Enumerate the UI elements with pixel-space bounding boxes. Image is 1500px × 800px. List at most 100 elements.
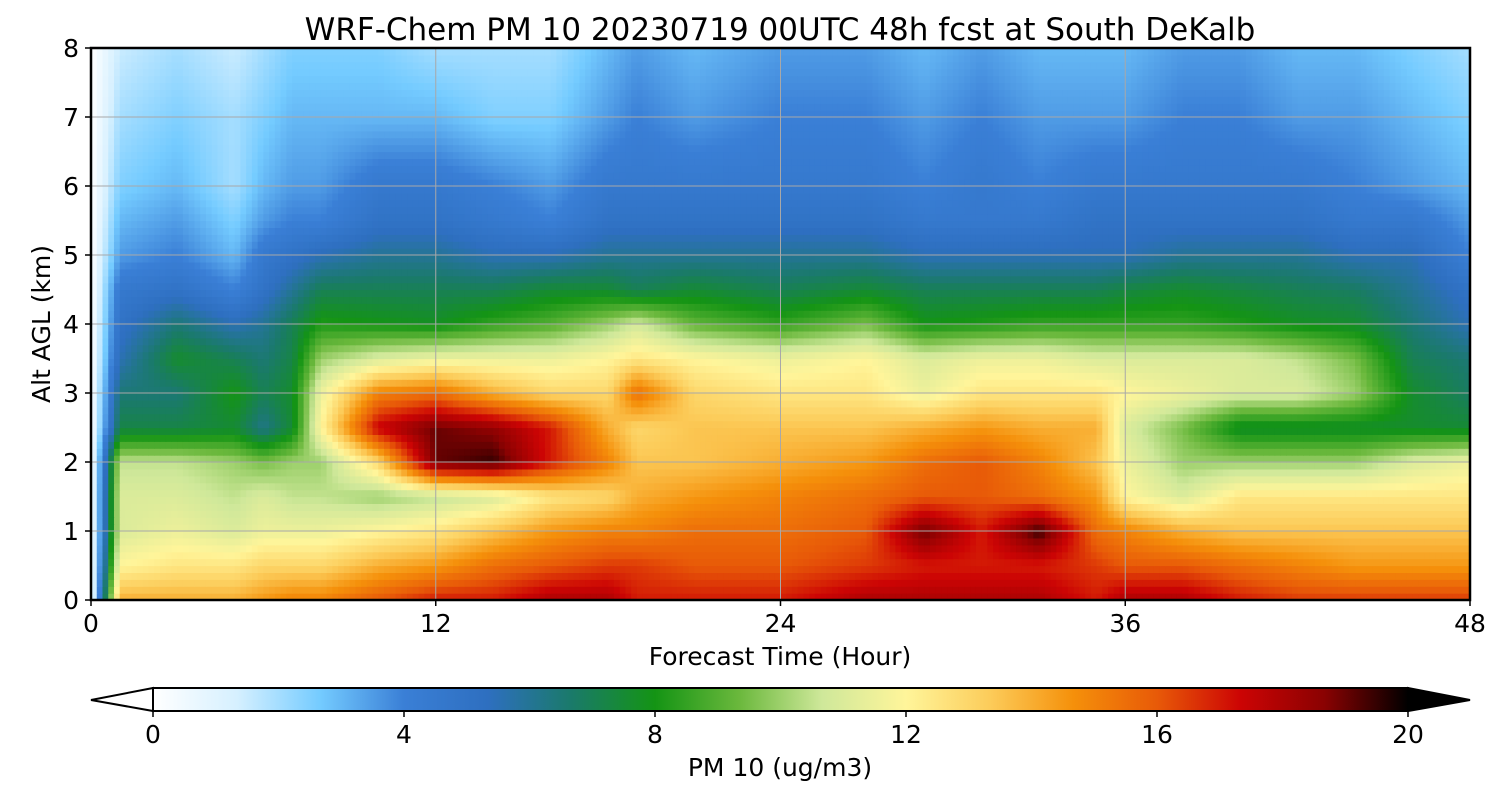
heatmap-cell — [418, 475, 425, 484]
heatmap-cell — [1067, 503, 1075, 511]
heatmap-cell — [1211, 558, 1218, 567]
heatmap-cell — [803, 510, 810, 518]
heatmap-cell — [498, 593, 506, 600]
heatmap-cell — [521, 468, 529, 477]
heatmap-cell — [326, 544, 333, 553]
heatmap-cell — [1435, 551, 1442, 560]
heatmap-cell — [619, 482, 626, 491]
heatmap-cell — [257, 475, 264, 484]
heatmap-cell — [1424, 551, 1431, 560]
heatmap-cell — [636, 455, 644, 463]
heatmap-cell — [872, 517, 879, 525]
heatmap-cell — [625, 551, 632, 560]
heatmap-cell — [1234, 496, 1241, 504]
heatmap-cell — [188, 579, 196, 587]
heatmap-cell — [1429, 572, 1437, 580]
heatmap-cell — [113, 510, 121, 518]
heatmap-cell — [866, 544, 874, 553]
heatmap-cell — [855, 468, 862, 477]
heatmap-cell — [274, 482, 282, 491]
heatmap-cell — [1016, 524, 1023, 532]
heatmap-cell — [527, 517, 535, 525]
heatmap-cell — [326, 537, 333, 546]
heatmap-cell — [91, 482, 98, 491]
heatmap-cell — [740, 503, 747, 511]
heatmap-cell — [1355, 482, 1362, 491]
heatmap-cell — [1355, 489, 1362, 498]
heatmap-cell — [539, 593, 546, 600]
heatmap-cell — [1412, 489, 1419, 498]
heatmap-cell — [1412, 482, 1419, 491]
heatmap-cell — [1349, 551, 1356, 560]
heatmap-cell — [866, 537, 874, 546]
heatmap-cell — [728, 496, 736, 504]
heatmap-cell — [1217, 475, 1224, 484]
heatmap-cell — [1176, 524, 1184, 532]
heatmap-cell — [837, 462, 845, 470]
heatmap-cell — [1171, 544, 1178, 553]
heatmap-cell — [1113, 593, 1121, 600]
heatmap-cell — [786, 462, 793, 470]
heatmap-cell — [205, 586, 213, 594]
heatmap-cell — [1274, 468, 1281, 477]
heatmap-cell — [1079, 468, 1086, 477]
heatmap-cell — [1194, 593, 1201, 600]
heatmap-cell — [223, 517, 230, 525]
heatmap-cell — [688, 475, 695, 484]
heatmap-cell — [1119, 510, 1126, 518]
heatmap-cell — [573, 531, 580, 539]
heatmap-cell — [326, 482, 333, 491]
heatmap-cell — [1303, 468, 1310, 477]
heatmap-cell — [602, 572, 609, 580]
heatmap-cell — [1016, 579, 1023, 587]
heatmap-cell — [1378, 551, 1385, 560]
heatmap-cell — [372, 517, 379, 525]
heatmap-cell — [430, 462, 437, 470]
heatmap-cell — [1125, 503, 1132, 511]
heatmap-cell — [723, 503, 730, 511]
heatmap-cell — [234, 579, 241, 587]
heatmap-cell — [481, 489, 489, 498]
heatmap-cell — [567, 586, 575, 594]
heatmap-cell — [791, 462, 799, 470]
heatmap-cell — [1182, 475, 1190, 484]
heatmap-cell — [1274, 517, 1281, 525]
heatmap-cell — [1096, 531, 1103, 539]
heatmap-cell — [1004, 455, 1011, 463]
heatmap-cell — [320, 544, 328, 553]
heatmap-cell — [182, 496, 190, 504]
heatmap-cell — [475, 489, 483, 498]
heatmap-cell — [320, 558, 328, 567]
heatmap-cell — [803, 462, 810, 470]
heatmap-cell — [251, 462, 259, 470]
heatmap-cell — [981, 475, 988, 484]
heatmap-cell — [1021, 496, 1029, 504]
heatmap-cell — [303, 475, 310, 484]
heatmap-cell — [1073, 551, 1080, 560]
heatmap-cell — [975, 544, 983, 553]
heatmap-cell — [1441, 489, 1448, 498]
heatmap-cell — [677, 462, 684, 470]
heatmap-cell — [924, 544, 931, 553]
heatmap-cell — [320, 510, 328, 518]
heatmap-cell — [562, 565, 569, 573]
heatmap-cell — [171, 572, 178, 580]
heatmap-cell — [860, 475, 868, 484]
heatmap-cell — [1372, 503, 1379, 511]
heatmap-cell — [142, 558, 150, 567]
heatmap-cell — [728, 475, 736, 484]
heatmap-cell — [746, 455, 753, 463]
heatmap-cell — [464, 517, 471, 525]
heatmap-cell — [1096, 455, 1103, 463]
heatmap-cell — [958, 531, 965, 539]
heatmap-cell — [1217, 544, 1224, 553]
heatmap-cell — [521, 489, 529, 498]
heatmap-cell — [389, 544, 397, 553]
heatmap-cell — [866, 468, 874, 477]
heatmap-cell — [1102, 537, 1109, 546]
heatmap-cell — [240, 489, 247, 498]
heatmap-cell — [728, 482, 736, 491]
heatmap-cell — [677, 517, 684, 525]
heatmap-cell — [711, 503, 718, 511]
heatmap-cell — [246, 462, 253, 470]
